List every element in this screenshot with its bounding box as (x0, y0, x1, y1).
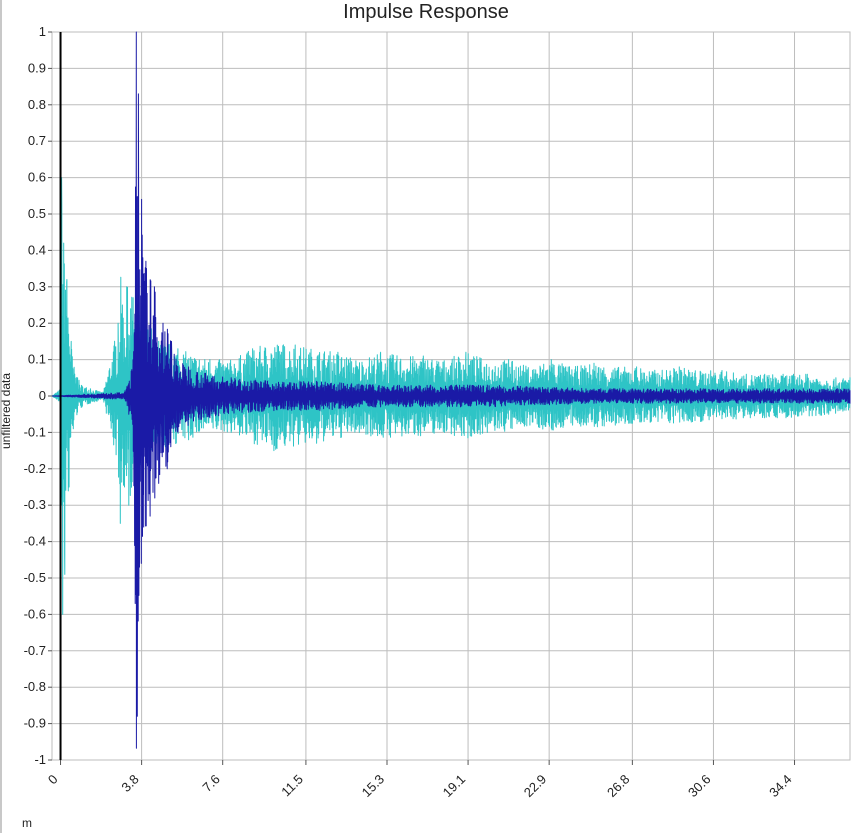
y-tick-label: 0.2 (28, 315, 46, 330)
y-tick-label: -1 (34, 752, 46, 767)
x-tick-label: 19.1 (440, 772, 469, 801)
x-tick-label: 0 (45, 772, 61, 788)
y-tick-label: 0.6 (28, 170, 46, 185)
y-tick-label: -0.8 (24, 679, 46, 694)
x-tick-label: 30.6 (685, 772, 714, 801)
chart-title: Impulse Response (343, 1, 509, 23)
y-tick-label: -0.4 (24, 534, 46, 549)
x-tick-label: 26.8 (604, 772, 633, 801)
y-tick-label: -0.3 (24, 497, 46, 512)
y-tick-label: 0 (39, 388, 46, 403)
x-axis-unit-label: m (22, 816, 32, 830)
x-tick-label: 34.4 (766, 772, 795, 801)
series-layer (51, 31, 851, 760)
y-tick-label: -0.9 (24, 716, 46, 731)
y-tick-label: -0.5 (24, 570, 46, 585)
y-tick-label: 1 (39, 24, 46, 39)
y-tick-label: 0.4 (28, 242, 46, 257)
x-tick-label: 15.3 (359, 772, 388, 801)
y-tick-label: -0.2 (24, 461, 46, 476)
y-tick-label: 0.3 (28, 279, 46, 294)
series-line-2 (51, 31, 851, 749)
y-tick-label: -0.1 (24, 424, 46, 439)
y-tick-label: 0.8 (28, 97, 46, 112)
y-tick-label: 0.9 (28, 60, 46, 75)
y-tick-label: 0.7 (28, 133, 46, 148)
x-tick-label: 22.9 (521, 772, 550, 801)
y-tick-label: -0.7 (24, 643, 46, 658)
y-tick-label: -0.6 (24, 606, 46, 621)
x-tick-label: 11.5 (278, 772, 306, 800)
x-tick-label: 7.6 (199, 772, 222, 795)
window-edge (0, 0, 2, 833)
x-tick-label: 3.8 (118, 772, 141, 795)
y-tick-label: 0.1 (28, 352, 46, 367)
y-tick-label: 0.5 (28, 206, 46, 221)
